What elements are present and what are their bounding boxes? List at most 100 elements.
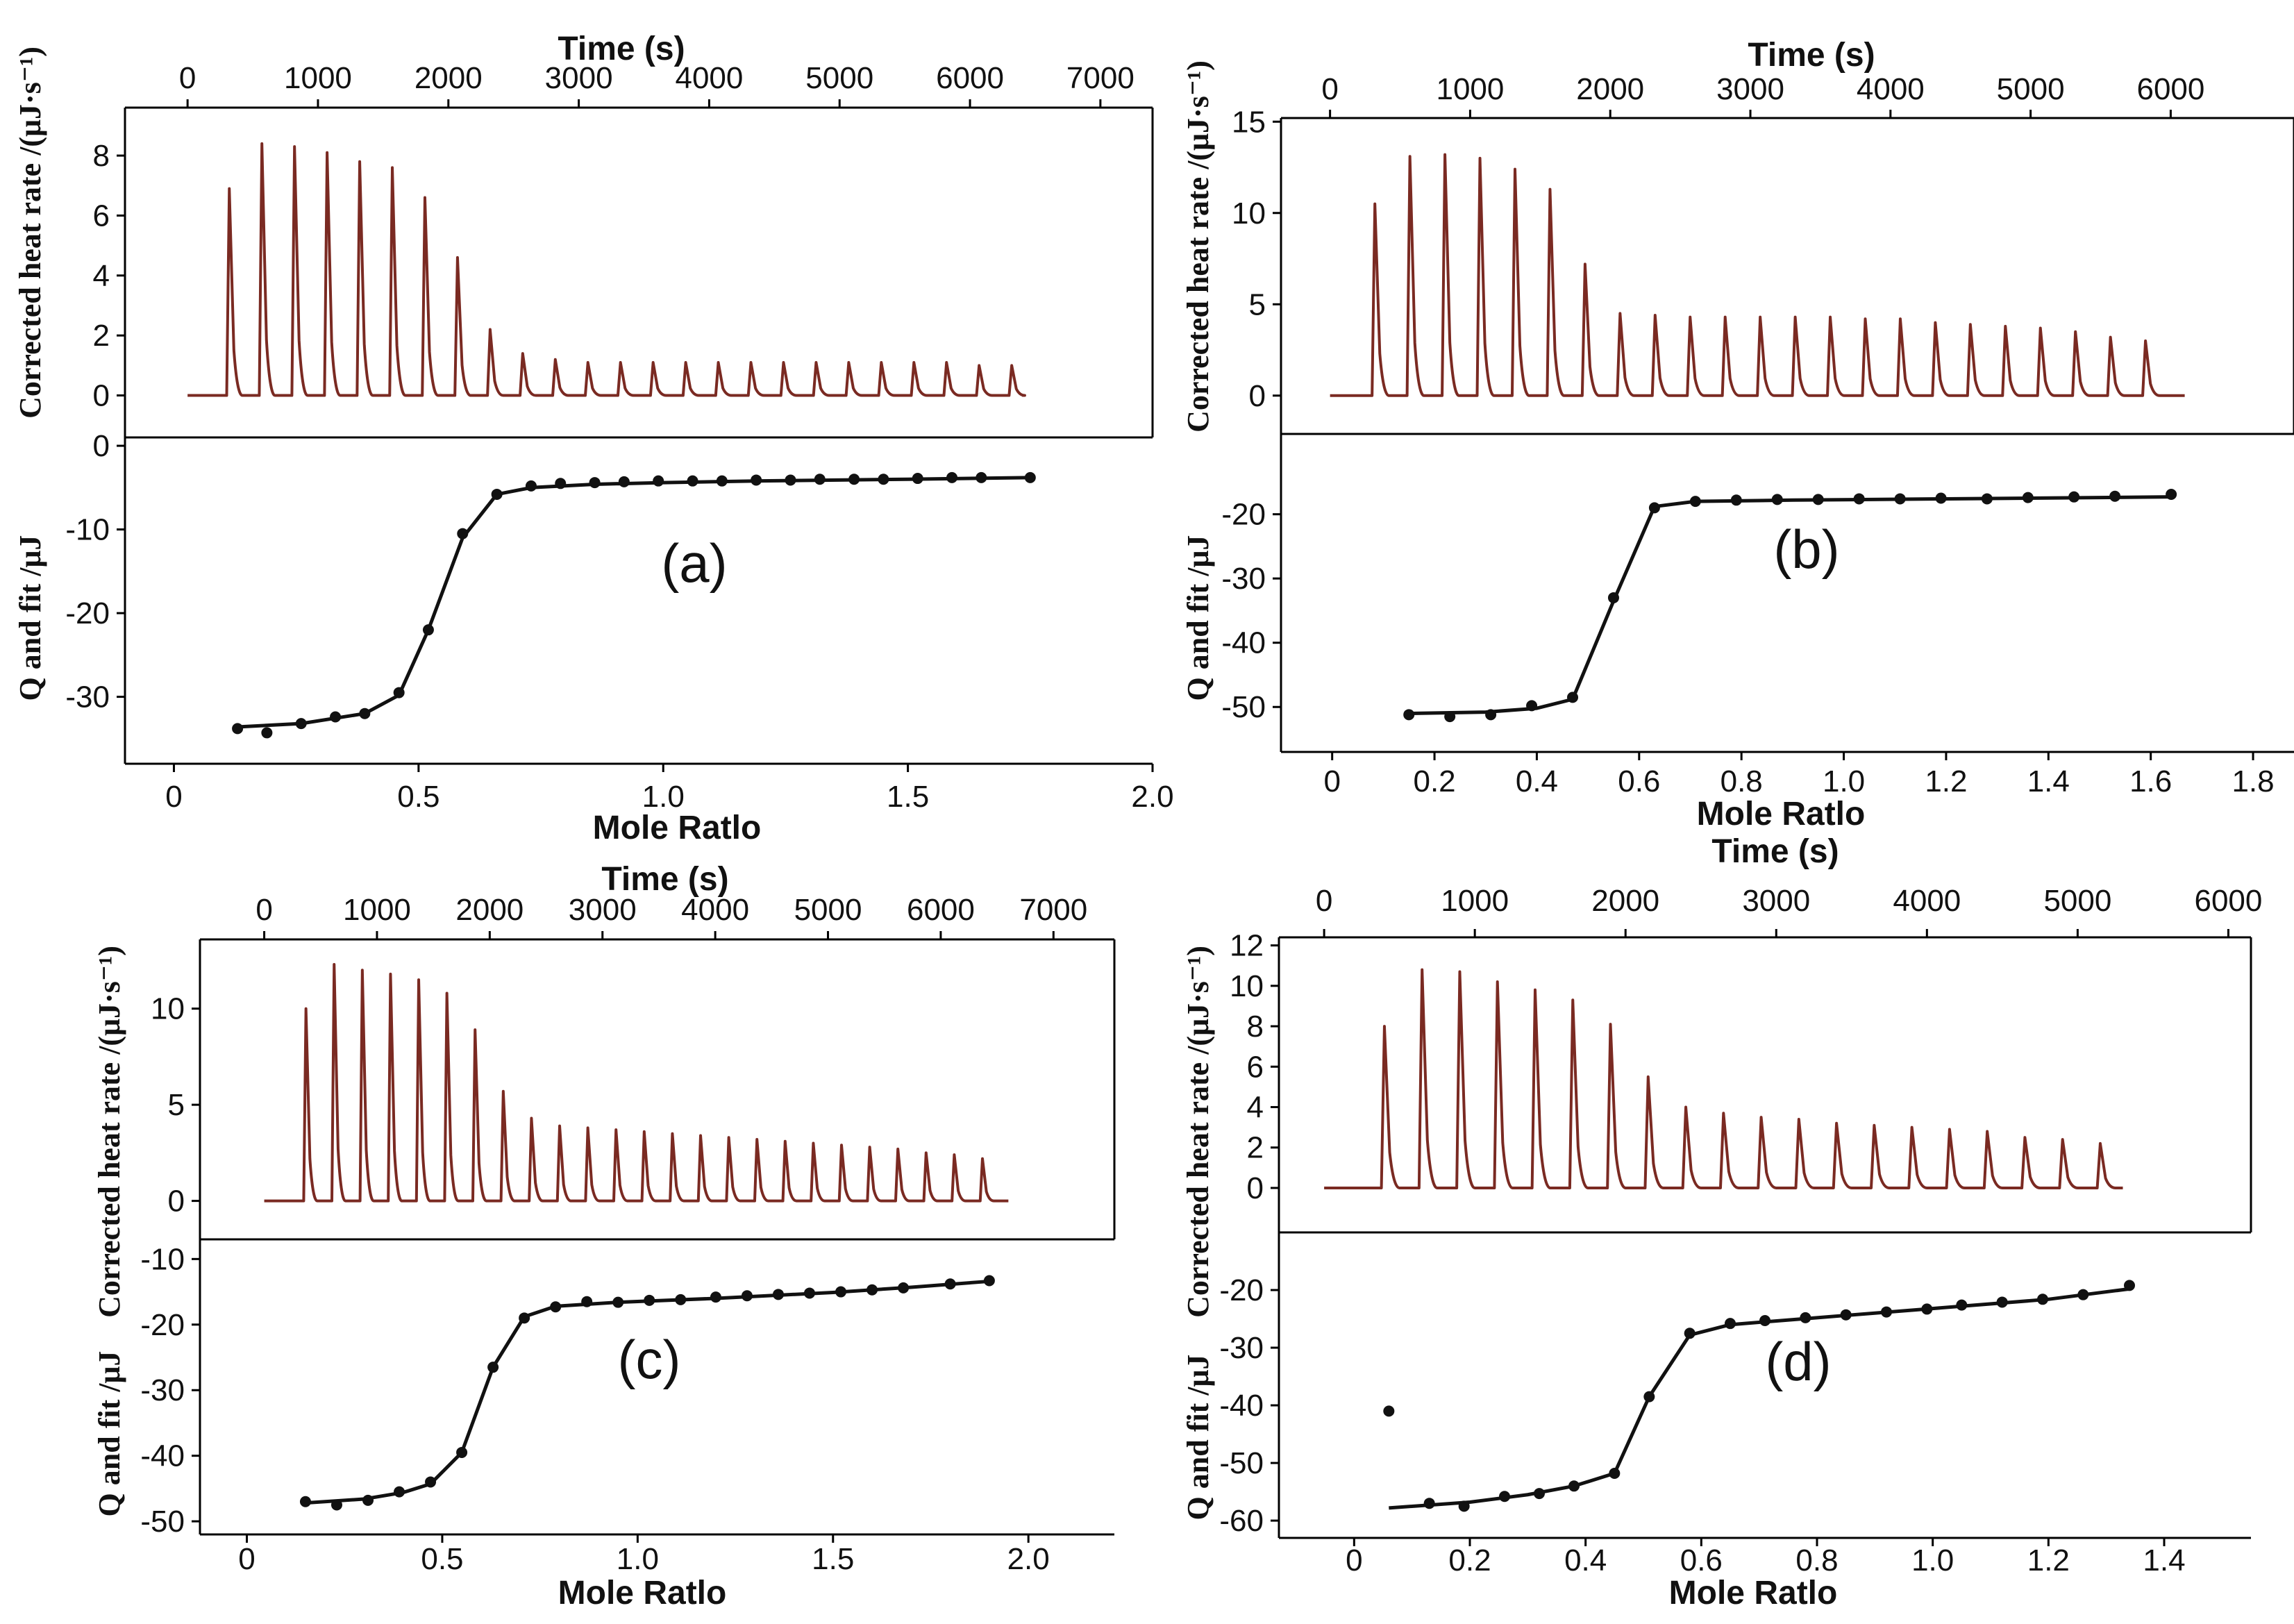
heat-rate-trace: [1330, 153, 2185, 397]
x-axis-label: Mole Ratlo: [1697, 796, 1866, 832]
top-title: Time (s): [1748, 37, 1875, 74]
integrated-heat-point: [589, 477, 601, 489]
integrated-heat-point: [644, 1294, 655, 1306]
integrated-heat-point: [814, 474, 826, 485]
bottom-y-axis-label: Q and fit /μJ: [92, 1351, 126, 1517]
mole-ratio-tick-label: 1.4: [2027, 764, 2070, 798]
mole-ratio-tick-label: 1.0: [1823, 764, 1865, 798]
mole-ratio-tick-label: 1.5: [887, 780, 929, 814]
time-tick-label: 3000: [545, 61, 613, 95]
time-tick-label: 6000: [907, 893, 975, 927]
integrated-heat-point: [422, 624, 434, 636]
time-tick-label: 6000: [2136, 72, 2204, 106]
integrated-heat-point: [1689, 496, 1701, 508]
integrated-heat-point: [1853, 493, 1865, 505]
integrated-heat-point: [898, 1282, 910, 1294]
heat-rate-tick-label: 5: [168, 1088, 185, 1122]
heat-rate-tick-label: 0: [93, 379, 110, 413]
integrated-heat-point: [1568, 1480, 1580, 1492]
bottom-y-axis-label: Q and fit /μJ: [1181, 535, 1215, 701]
panel-label: (a): [661, 533, 727, 594]
mole-ratio-tick-label: 1.2: [2027, 1543, 2070, 1577]
mole-ratio-tick-label: 1.8: [2232, 764, 2274, 798]
integrated-heat-point: [1383, 1405, 1395, 1417]
integrated-heat-point: [1024, 471, 1036, 483]
integrated-heat-point: [772, 1289, 784, 1300]
integrated-heat-point: [804, 1287, 815, 1299]
heat-tick-label: -50: [140, 1505, 185, 1539]
fit-curve: [237, 476, 1030, 729]
integrated-heat-point: [362, 1494, 374, 1506]
mole-ratio-tick-label: 2.0: [1131, 780, 1173, 814]
mole-ratio-tick-label: 1.4: [2143, 1543, 2185, 1577]
integrated-heat-point: [1935, 492, 1947, 504]
mole-ratio-tick-label: 1.0: [1911, 1543, 1954, 1577]
heat-tick-label: -50: [1219, 1446, 1264, 1480]
integrated-heat-point: [525, 480, 537, 492]
integrated-heat-point: [946, 471, 958, 483]
time-tick-label: 2000: [455, 893, 524, 927]
plot-area: 0 1000 2000 3000 4000 5000 6000 7000 0 5 10 0 0.5 1.0…: [140, 893, 1116, 1576]
integrated-heat-point: [487, 1362, 499, 1373]
heat-rate-tick-label: 2: [1247, 1131, 1264, 1165]
mole-ratio-tick-label: 0.2: [1448, 1543, 1491, 1577]
heat-rate-tick-label: 10: [1232, 196, 1266, 231]
integrated-heat-point: [751, 474, 762, 486]
integrated-heat-point: [555, 478, 567, 489]
time-tick-label: 2000: [1591, 884, 1659, 918]
integrated-heat-point: [519, 1312, 530, 1324]
heat-tick-label: -30: [1219, 1331, 1264, 1365]
integrated-heat-point: [878, 474, 889, 485]
integrated-heat-point: [550, 1301, 562, 1313]
heat-tick-label: -50: [1221, 690, 1266, 724]
top-y-axis-label: Corrected heat rate /(μJ·s⁻¹): [1181, 946, 1215, 1318]
mole-ratio-tick-label: 0.8: [1720, 764, 1763, 798]
integrated-heat-point: [866, 1284, 878, 1296]
mole-ratio-tick-label: 0.5: [421, 1542, 463, 1576]
panel-a-chart: Time (s) Mole Ratlo Corrected heat rate …: [13, 31, 1174, 846]
panel-b-chart: Time (s) Mole Ratlo Corrected heat rate …: [1181, 37, 2294, 832]
integrated-heat-point: [785, 474, 796, 486]
time-tick-label: 0: [1321, 72, 1338, 106]
mole-ratio-tick-label: 0.2: [1413, 764, 1455, 798]
integrated-heat-point: [1534, 1488, 1545, 1500]
heat-rate-tick-label: 4: [93, 259, 110, 293]
time-tick-label: 1000: [343, 893, 411, 927]
integrated-heat-point: [983, 1275, 995, 1287]
integrated-heat-point: [1981, 493, 1993, 505]
integrated-heat-point: [716, 475, 728, 487]
time-tick-label: 5000: [1997, 72, 2065, 106]
mole-ratio-tick-label: 0.4: [1516, 764, 1558, 798]
time-tick-label: 0: [179, 61, 196, 95]
heat-tick-label: -30: [140, 1373, 185, 1407]
heat-rate-tick-label: 10: [151, 992, 185, 1026]
integrated-heat-point: [675, 1294, 687, 1305]
top-title: Time (s): [601, 861, 728, 898]
integrated-heat-point: [848, 474, 860, 485]
time-tick-label: 1000: [1441, 884, 1509, 918]
integrated-heat-point: [581, 1296, 593, 1307]
bottom-y-axis-label: Q and fit /μJ: [1181, 1355, 1215, 1521]
heat-tick-label: -20: [1219, 1273, 1264, 1307]
panel-a: Time (s) Mole Ratlo Corrected heat rate …: [0, 0, 1174, 854]
integrated-heat-point: [1526, 700, 1538, 712]
heat-rate-tick-label: 8: [93, 139, 110, 173]
mole-ratio-tick-label: 1.2: [1925, 764, 1967, 798]
top-title: Time (s): [558, 31, 685, 67]
heat-rate-trace: [187, 142, 1026, 397]
time-tick-label: 5000: [794, 893, 862, 927]
panel-label: (b): [1773, 519, 1839, 580]
heat-tick-label: -30: [1221, 562, 1266, 596]
time-tick-label: 7000: [1019, 893, 1087, 927]
time-tick-label: 3000: [1742, 884, 1810, 918]
time-tick-label: 4000: [1893, 884, 1961, 918]
integrated-heat-point: [1759, 1315, 1770, 1327]
panel-c-chart: Time (s) Mole Ratlo Corrected heat rate …: [92, 861, 1116, 1612]
heat-tick-label: -40: [1219, 1389, 1264, 1423]
integrated-heat-point: [1771, 494, 1783, 505]
integrated-heat-point: [835, 1286, 847, 1298]
integrated-heat-point: [976, 471, 987, 483]
time-tick-label: 4000: [1857, 72, 1925, 106]
plot-area: 0 1000 2000 3000 4000 5000 6000 0 5 10 15 0 0.2 0.4 0.…: [1221, 72, 2294, 798]
integrated-heat-point: [2022, 492, 2034, 503]
